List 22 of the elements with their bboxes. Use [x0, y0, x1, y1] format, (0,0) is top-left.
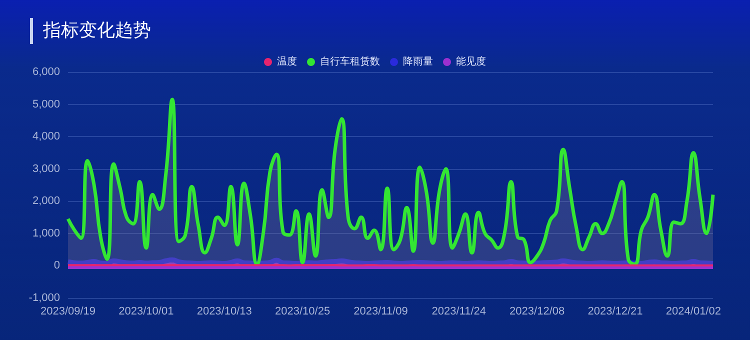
y-tick-label: 4,000 — [32, 130, 60, 143]
legend-label: 自行车租赁数 — [320, 56, 380, 68]
y-tick-label: 1,000 — [32, 227, 60, 240]
x-tick-label: 2023/12/08 — [510, 306, 565, 318]
chart-title: 指标变化趋势 — [30, 18, 151, 44]
y-tick-label: -1,000 — [28, 292, 60, 304]
x-tick-label: 2024/01/02 — [666, 306, 721, 318]
legend-label: 温度 — [277, 56, 297, 68]
y-tick-label: 0 — [54, 260, 60, 272]
y-tick-label: 2,000 — [32, 195, 60, 208]
x-tick-label: 2023/10/25 — [275, 306, 330, 318]
legend-label: 降雨量 — [403, 56, 433, 68]
x-tick-label: 2023/10/13 — [196, 306, 252, 318]
x-tick-label: 2023/10/01 — [118, 306, 174, 318]
x-tick-label: 2023/11/09 — [354, 306, 408, 318]
y-tick-label: 6,000 — [32, 66, 60, 78]
y-tick-label: 5,000 — [32, 98, 60, 110]
x-tick-label: 2023/09/19 — [40, 306, 96, 318]
y-tick-label: 3,000 — [32, 162, 60, 175]
x-tick-label: 2023/12/21 — [588, 306, 643, 318]
legend-label: 能见度 — [456, 56, 486, 68]
x-tick-label: 2023/11/24 — [432, 306, 486, 318]
